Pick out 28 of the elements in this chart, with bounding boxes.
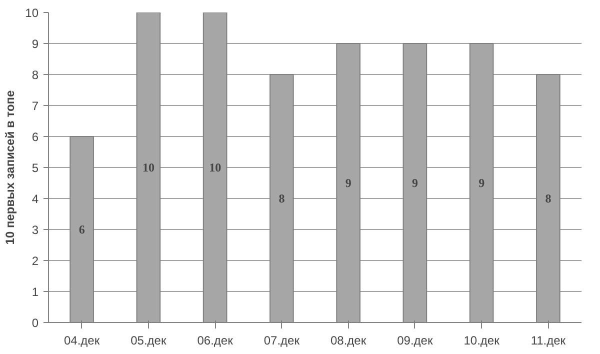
y-tick-label: 1 xyxy=(32,285,39,299)
y-tick-label: 10 xyxy=(25,6,39,20)
x-tick-label: 07.дек xyxy=(264,334,300,348)
y-tick-label: 4 xyxy=(32,192,39,206)
x-tick-label: 05.дек xyxy=(130,334,167,348)
data-label: 10 xyxy=(209,160,222,174)
y-tick-label: 6 xyxy=(32,130,39,144)
data-label: 9 xyxy=(412,176,418,190)
y-tick-label: 5 xyxy=(32,161,39,175)
y-axis-title: 10 первых записей в топе xyxy=(3,90,18,245)
x-tick-label: 08.дек xyxy=(330,334,367,348)
y-tick-label: 7 xyxy=(32,99,39,113)
y-tick-label: 3 xyxy=(32,223,39,237)
data-label: 8 xyxy=(545,192,552,206)
y-tick-label: 9 xyxy=(32,37,39,51)
x-tick-label: 11.дек xyxy=(530,334,566,348)
x-tick-label: 06.дек xyxy=(197,334,234,348)
x-tick-label: 10.дек xyxy=(464,334,500,348)
x-tick-label: 04.дек xyxy=(64,334,100,348)
y-tick-label: 0 xyxy=(32,316,39,330)
data-label: 10 xyxy=(142,160,154,174)
data-label: 6 xyxy=(78,222,85,236)
data-label: 8 xyxy=(278,192,285,206)
data-label: 9 xyxy=(478,176,485,190)
x-tick-label: 09.дек xyxy=(397,334,434,348)
y-tick-label: 8 xyxy=(32,68,39,82)
y-tick-label: 2 xyxy=(32,254,39,268)
data-label: 9 xyxy=(345,176,352,190)
